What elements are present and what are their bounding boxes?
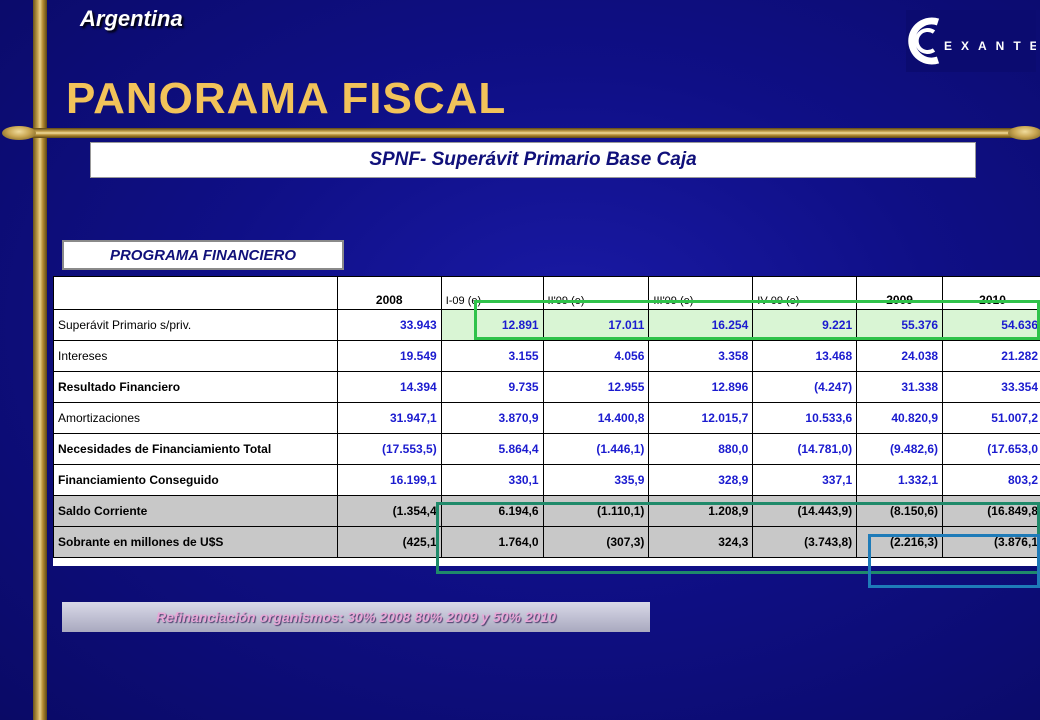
column-header: III'09 (e) bbox=[648, 276, 754, 310]
table-cell: 14.400,8 bbox=[542, 402, 650, 434]
table-cell: 9.221 bbox=[752, 309, 858, 341]
table-cell: (17.553,5) bbox=[336, 433, 442, 465]
table-cell: (3.743,8) bbox=[752, 526, 858, 558]
table-cell: 12.015,7 bbox=[648, 402, 754, 434]
table-cell: 803,2 bbox=[942, 464, 1040, 496]
table-cell: 16.254 bbox=[648, 309, 754, 341]
table-cell: 51.007,2 bbox=[942, 402, 1040, 434]
table-cell: (425,1 bbox=[336, 526, 442, 558]
row-label: Saldo Corriente bbox=[53, 495, 338, 527]
country-label: Argentina bbox=[80, 6, 183, 31]
table-cell: (1.446,1) bbox=[542, 433, 650, 465]
financial-program-table: 2008 I-09 (e) II'09 (e) III'09 (e) IV-09… bbox=[53, 276, 1040, 558]
table-cell: 10.533,6 bbox=[752, 402, 858, 434]
table-cell: 330,1 bbox=[440, 464, 544, 496]
svg-text:EXANTE: EXANTE bbox=[944, 39, 1036, 53]
table-row: Sobrante en millones de U$S (425,1 1.764… bbox=[53, 526, 1040, 558]
table-cell: 40.820,9 bbox=[856, 402, 944, 434]
table-cell: 14.394 bbox=[336, 371, 442, 403]
table-row: Necesidades de Financiamiento Total (17.… bbox=[53, 433, 1040, 465]
row-label: Superávit Primario s/priv. bbox=[53, 309, 338, 341]
table-cell: (2.216,3) bbox=[856, 526, 944, 558]
table-cell: 1.332,1 bbox=[856, 464, 944, 496]
exante-logo: EXANTE bbox=[906, 10, 1036, 72]
table-cell: 324,3 bbox=[648, 526, 754, 558]
table-cell: 6.194,6 bbox=[440, 495, 544, 527]
row-label: Necesidades de Financiamiento Total bbox=[53, 433, 338, 465]
table-cell: 3.870,9 bbox=[440, 402, 544, 434]
table-row: Resultado Financiero 14.394 9.735 12.955… bbox=[53, 371, 1040, 403]
table-cell: 337,1 bbox=[752, 464, 858, 496]
table-cell: (14.781,0) bbox=[752, 433, 858, 465]
gold-divider-bar bbox=[10, 128, 1020, 138]
table-cell: 12.955 bbox=[542, 371, 650, 403]
table-cell: 1.208,9 bbox=[648, 495, 754, 527]
table-cell: (307,3) bbox=[542, 526, 650, 558]
column-header: 2010 bbox=[942, 276, 1040, 310]
gold-pillar bbox=[33, 0, 47, 720]
table-cell: 328,9 bbox=[648, 464, 754, 496]
table-cell: 335,9 bbox=[542, 464, 650, 496]
table-cell: 12.891 bbox=[440, 309, 544, 341]
table-cell: 31.947,1 bbox=[336, 402, 442, 434]
financial-table-container: 2008 I-09 (e) II'09 (e) III'09 (e) IV-09… bbox=[53, 276, 1040, 566]
table-cell: (17.653,0 bbox=[942, 433, 1040, 465]
column-header: IV-09 (e) bbox=[752, 276, 858, 310]
table-cell: (16.849,8 bbox=[942, 495, 1040, 527]
table-cell: 3.358 bbox=[648, 340, 754, 372]
table-cell: 1.764,0 bbox=[440, 526, 544, 558]
table-cell: 16.199,1 bbox=[336, 464, 442, 496]
table-cell: 13.468 bbox=[752, 340, 858, 372]
column-header: I-09 (e) bbox=[440, 276, 544, 310]
table-cell: 33.943 bbox=[336, 309, 442, 341]
table-row: Financiamiento Conseguido 16.199,1 330,1… bbox=[53, 464, 1040, 496]
table-cell: (8.150,6) bbox=[856, 495, 944, 527]
table-cell: 17.011 bbox=[542, 309, 650, 341]
table-row: Intereses 19.549 3.155 4.056 3.358 13.46… bbox=[53, 340, 1040, 372]
table-header-row: 2008 I-09 (e) II'09 (e) III'09 (e) IV-09… bbox=[53, 276, 1040, 310]
table-cell: 880,0 bbox=[648, 433, 754, 465]
table-cell: 12.896 bbox=[648, 371, 754, 403]
table-cell: (3.876,1 bbox=[942, 526, 1040, 558]
table-cell: 5.864,4 bbox=[440, 433, 544, 465]
table-cell: 55.376 bbox=[856, 309, 944, 341]
row-label: Resultado Financiero bbox=[53, 371, 338, 403]
table-cell: 33.354 bbox=[942, 371, 1040, 403]
table-cell: 9.735 bbox=[440, 371, 544, 403]
table-cell: 31.338 bbox=[856, 371, 944, 403]
table-cell: 4.056 bbox=[542, 340, 650, 372]
table-cell: (9.482,6) bbox=[856, 433, 944, 465]
table-cell: 19.549 bbox=[336, 340, 442, 372]
table-row: Amortizaciones 31.947,1 3.870,9 14.400,8… bbox=[53, 402, 1040, 434]
column-header: 2009 bbox=[856, 276, 944, 310]
refinancing-note: Refinanciación organismos: 30% 2008 80% … bbox=[62, 602, 650, 632]
table-cell: 3.155 bbox=[440, 340, 544, 372]
row-label: Sobrante en millones de U$S bbox=[53, 526, 338, 558]
row-label: Intereses bbox=[53, 340, 338, 372]
table-cell: 21.282 bbox=[942, 340, 1040, 372]
table-cell: (1.354,4 bbox=[336, 495, 442, 527]
column-header: 2008 bbox=[336, 276, 442, 310]
bar-knob-left bbox=[2, 126, 36, 140]
table-cell: (14.443,9) bbox=[752, 495, 858, 527]
row-label: Financiamiento Conseguido bbox=[53, 464, 338, 496]
page-title: PANORAMA FISCAL bbox=[66, 74, 507, 123]
row-label: Amortizaciones bbox=[53, 402, 338, 434]
table-row: Superávit Primario s/priv. 33.943 12.891… bbox=[53, 309, 1040, 341]
logo-graphic: EXANTE bbox=[908, 17, 1036, 65]
table-cell: 54.636 bbox=[942, 309, 1040, 341]
table-cell: (4.247) bbox=[752, 371, 858, 403]
bar-knob-right bbox=[1008, 126, 1040, 140]
table-cell: 24.038 bbox=[856, 340, 944, 372]
section-label: PROGRAMA FINANCIERO bbox=[62, 240, 344, 270]
table-cell: (1.110,1) bbox=[542, 495, 650, 527]
header-empty bbox=[53, 276, 338, 310]
subtitle-box: SPNF- Superávit Primario Base Caja bbox=[90, 142, 976, 178]
column-header: II'09 (e) bbox=[542, 276, 650, 310]
table-row: Saldo Corriente (1.354,4 6.194,6 (1.110,… bbox=[53, 495, 1040, 527]
